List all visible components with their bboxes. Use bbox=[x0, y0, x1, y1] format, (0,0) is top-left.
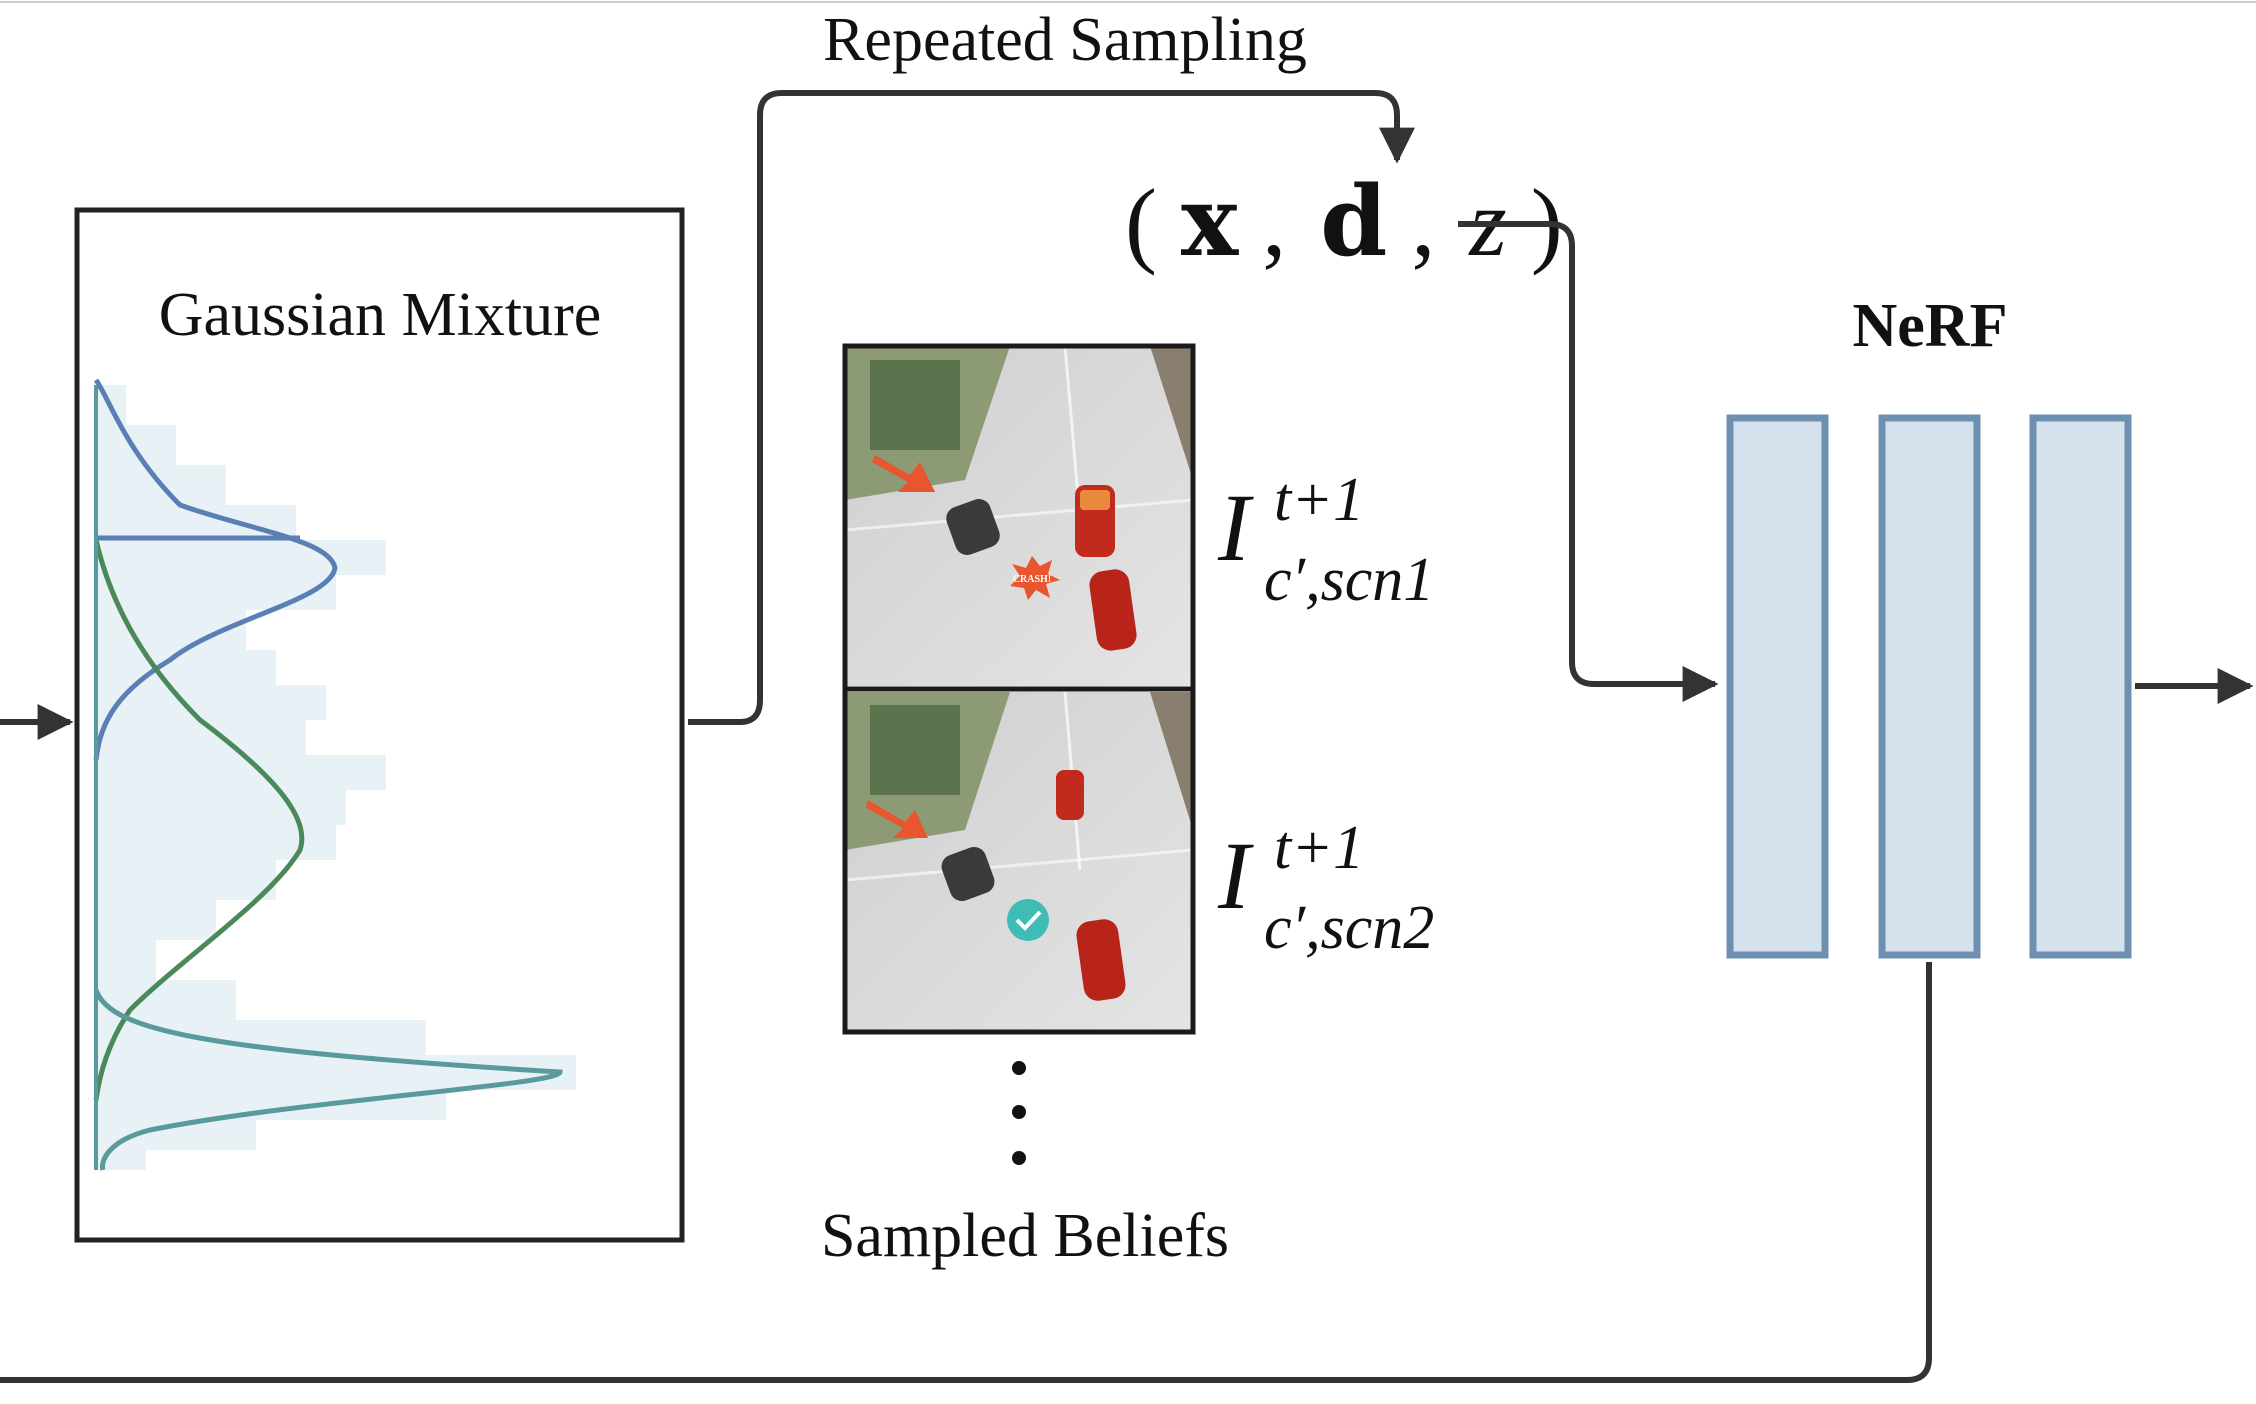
sampled-belief-image-1: CRASH! bbox=[844, 345, 1194, 686]
tuple-x: x bbox=[1181, 165, 1239, 278]
tuple-comma-2: , bbox=[1411, 169, 1435, 276]
image-label-scn2-base: I bbox=[1217, 822, 1254, 929]
tuple-to-nerf-arrow bbox=[1458, 221, 1719, 702]
feedback-loop-line bbox=[0, 962, 1932, 1383]
sampled-belief-image-2 bbox=[844, 691, 1194, 1032]
image-label-scn2: I t+1 c′,scn2 bbox=[1217, 814, 1434, 962]
image-label-scn1-subscript: c′,scn1 bbox=[1264, 546, 1434, 614]
gaussian-curve-teal bbox=[93, 989, 563, 1171]
gaussian-curve-blue bbox=[93, 378, 338, 761]
tuple-d: d bbox=[1320, 165, 1387, 278]
nerf-layer-3 bbox=[2029, 414, 2132, 959]
image-label-scn1-superscript: t+1 bbox=[1274, 466, 1364, 534]
ellipsis-dots bbox=[1012, 1061, 1026, 1165]
image-label-scn1: I t+1 c′,scn1 bbox=[1217, 466, 1434, 614]
sampled-beliefs-label: Sampled Beliefs bbox=[821, 1202, 1229, 1270]
image-label-scn1-base: I bbox=[1217, 474, 1254, 581]
tuple-paren-open: ( bbox=[1125, 169, 1157, 276]
crash-badge: CRASH! bbox=[1013, 574, 1051, 585]
image-label-scn2-superscript: t+1 bbox=[1274, 814, 1364, 882]
gaussian-curve-green bbox=[93, 539, 305, 1101]
gaussian-mixture-title: Gaussian Mixture bbox=[159, 281, 602, 349]
tuple-comma-1: , bbox=[1262, 169, 1286, 276]
repeated-sampling-label: Repeated Sampling bbox=[823, 6, 1307, 74]
nerf-title: NeRF bbox=[1853, 292, 2008, 360]
nerf-layer-1 bbox=[1726, 414, 1829, 959]
nerf-layer-2 bbox=[1878, 414, 1981, 959]
success-check-icon bbox=[1007, 899, 1049, 941]
image-label-scn2-subscript: c′,scn2 bbox=[1264, 894, 1434, 962]
repeated-sampling-arrow bbox=[688, 90, 1415, 725]
